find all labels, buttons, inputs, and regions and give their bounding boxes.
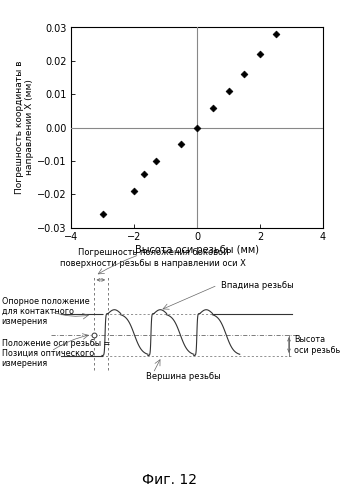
Point — [179, 140, 184, 148]
Y-axis label: Погрешность координаты в
направлении X (мм): Погрешность координаты в направлении X (… — [15, 60, 34, 194]
Text: Погрешность положения боковой
поверхности резьбы в направлении оси X: Погрешность положения боковой поверхност… — [60, 248, 246, 268]
Text: Опорное положение
для контактного
измерения: Опорное положение для контактного измере… — [2, 296, 89, 326]
Text: Высота
оси резьбы: Высота оси резьбы — [294, 336, 340, 354]
Point — [226, 87, 231, 95]
Point — [141, 170, 147, 178]
Point — [154, 157, 159, 165]
Point — [210, 104, 216, 112]
Point — [100, 210, 105, 218]
Point — [257, 50, 263, 58]
Point — [132, 187, 137, 195]
X-axis label: Высота оси резьбы (мм): Высота оси резьбы (мм) — [135, 245, 259, 255]
Text: Положение оси резьбы =
Позиция оптического
измерения: Положение оси резьбы = Позиция оптическо… — [2, 338, 110, 368]
Point — [242, 70, 247, 78]
Text: Впадина резьбы: Впадина резьбы — [221, 280, 294, 289]
Point — [194, 124, 200, 132]
Text: Вершина резьбы: Вершина резьбы — [146, 372, 221, 381]
Point — [273, 30, 278, 38]
Text: Фиг. 12: Фиг. 12 — [142, 473, 198, 487]
